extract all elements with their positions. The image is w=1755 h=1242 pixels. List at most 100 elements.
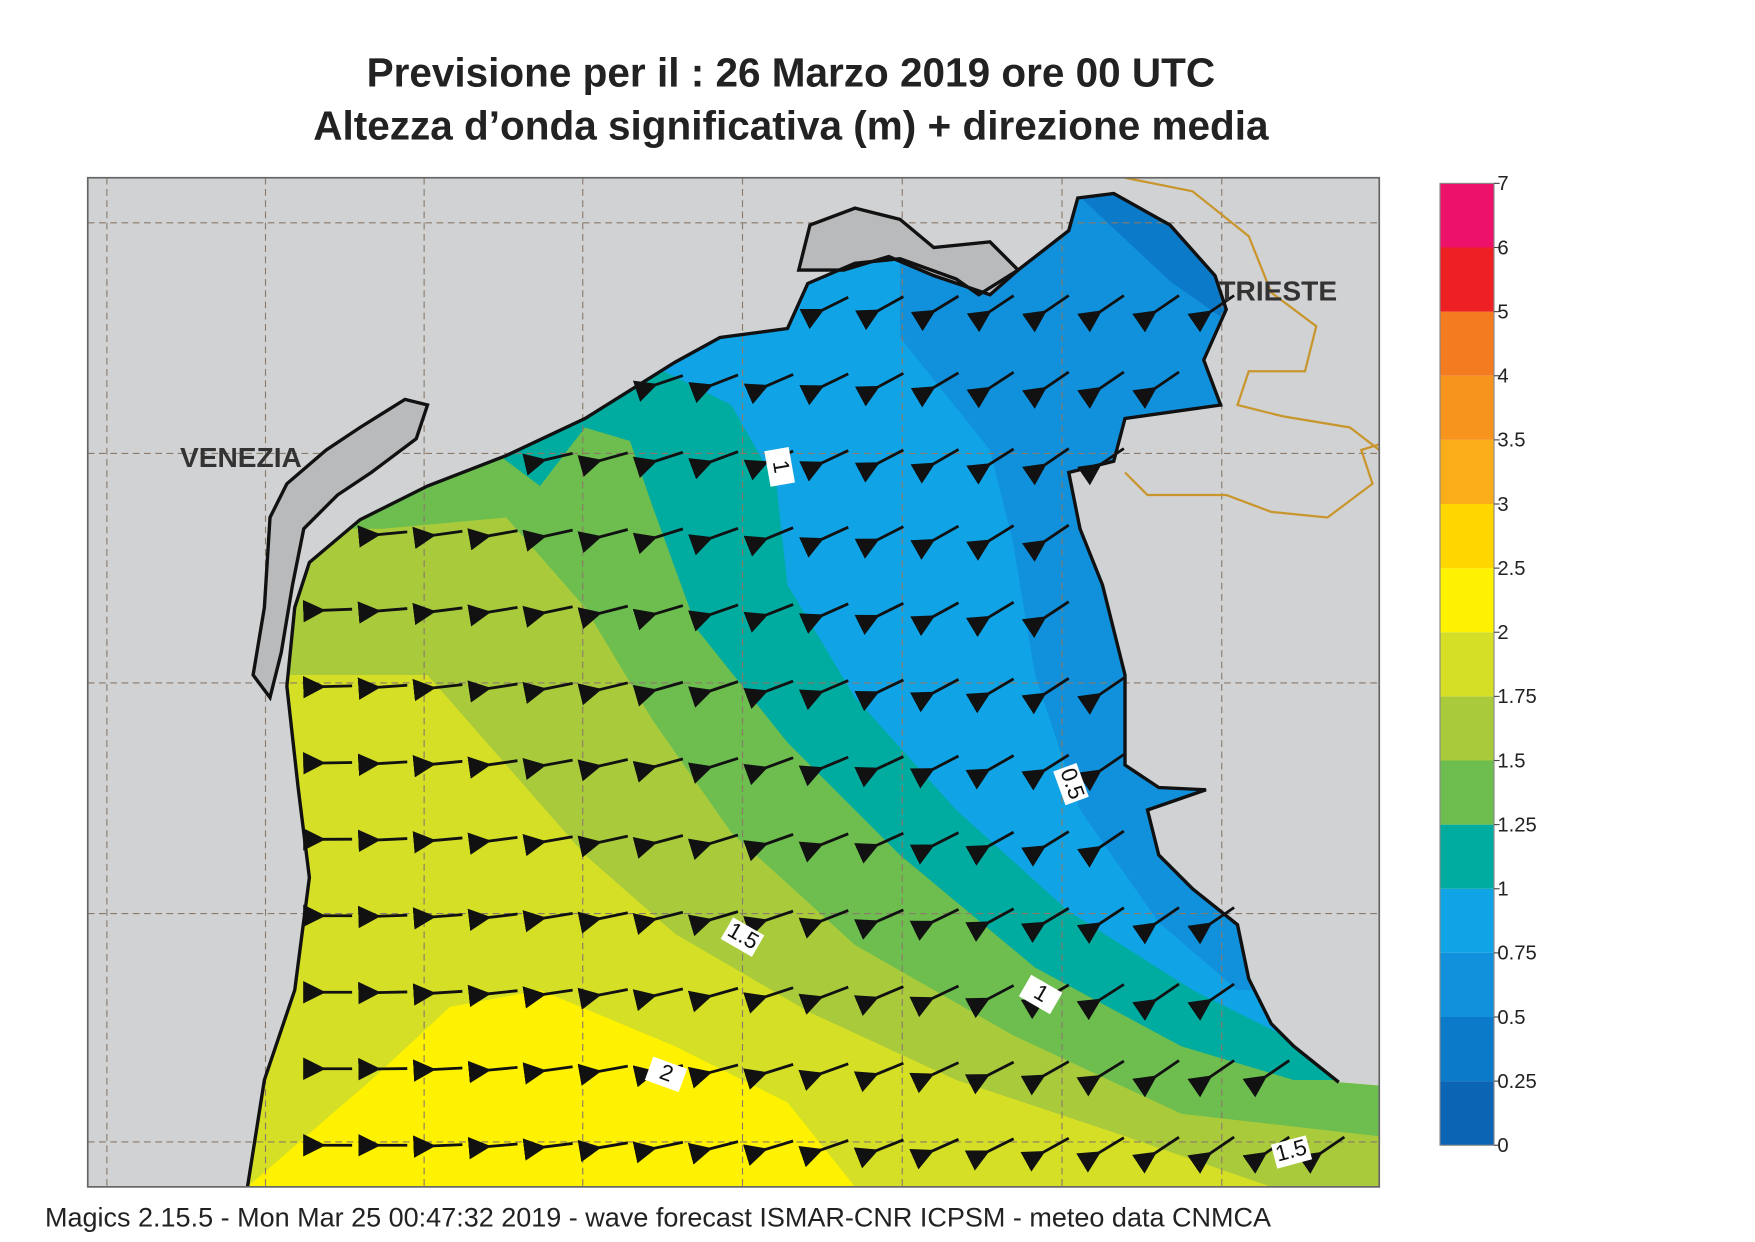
direction-arrow [522, 757, 573, 781]
direction-arrow [1187, 294, 1235, 333]
lagoon [251, 206, 1021, 702]
direction-arrow [854, 525, 905, 559]
colorbar-label: 1.25 [1497, 814, 1536, 836]
colorbar-band [1440, 504, 1494, 569]
direction-arrow [1021, 523, 1070, 562]
direction-arrow [965, 600, 1015, 638]
direction-arrow [798, 679, 849, 711]
direction-arrow [522, 605, 573, 628]
direction-arrow [412, 754, 463, 778]
direction-arrow [743, 1063, 794, 1090]
direction-arrow [357, 601, 408, 624]
border [1124, 177, 1380, 519]
direction-arrow [467, 604, 518, 627]
direction-arrow [1077, 447, 1125, 486]
direction-arrow [743, 986, 794, 1014]
direction-arrow [909, 1138, 960, 1170]
colorbar-band [1440, 632, 1494, 697]
direction-arrow [522, 1062, 573, 1085]
city-label: TRIESTE [1218, 275, 1337, 306]
label-box [1053, 762, 1089, 806]
direction-arrow [1076, 906, 1125, 944]
direction-arrow [965, 830, 1015, 866]
direction-arrow [412, 983, 463, 1006]
direction-arrow [799, 372, 849, 406]
direction-arrow [358, 981, 408, 1005]
direction-arrow [854, 755, 904, 788]
direction-arrow [688, 603, 739, 632]
colorbar-band [1440, 311, 1494, 376]
colorbar-frame [1439, 182, 1495, 1146]
direction-arrow [799, 449, 849, 482]
direction-arrow [743, 373, 794, 405]
colorbar-band [1440, 760, 1494, 825]
direction-arrow [1132, 1059, 1180, 1098]
direction-arrow [687, 833, 739, 861]
direction-arrow [522, 528, 573, 552]
colorbar-label: 2.5 [1497, 558, 1525, 580]
label-box [644, 1056, 688, 1093]
direction-arrow [965, 754, 1015, 790]
direction-arrow [910, 448, 960, 484]
direction-arrow [910, 371, 960, 408]
direction-arrow [1132, 982, 1180, 1021]
colorbar-band [1440, 375, 1494, 440]
direction-arrow [909, 754, 960, 789]
direction-arrow [1077, 294, 1125, 333]
direction-arrow [632, 834, 684, 859]
colorbar-label: 1 [1497, 879, 1508, 901]
colorbar-label: 0.5 [1497, 1007, 1525, 1029]
direction-arrow [577, 681, 629, 706]
direction-arrow [965, 984, 1015, 1019]
direction-arrow [467, 908, 518, 931]
direction-arrow [854, 908, 904, 940]
direction-arrow [743, 756, 794, 786]
direction-arrow [799, 525, 849, 558]
direction-arrow [412, 907, 463, 930]
direction-arrow [909, 984, 960, 1018]
direction-arrow [632, 910, 684, 935]
colorbar-band [1440, 568, 1494, 633]
direction-arrow [302, 675, 353, 699]
coastline [245, 191, 1340, 1187]
direction-arrow [743, 833, 794, 862]
direction-arrow [1242, 1059, 1291, 1098]
direction-arrow [799, 295, 849, 330]
direction-arrow [1020, 1060, 1070, 1096]
direction-arrow [964, 1137, 1015, 1171]
direction-arrow [522, 452, 573, 476]
direction-arrow [577, 604, 629, 630]
colorbar-label: 1.5 [1497, 750, 1525, 772]
contour-label: 1 [764, 446, 795, 487]
colorbar-label: 5 [1497, 301, 1508, 323]
direction-arrow [1076, 829, 1125, 868]
direction-arrow [798, 755, 849, 787]
colorbar-label: 6 [1497, 237, 1508, 259]
direction-arrow [577, 451, 629, 477]
direction-arrow [412, 831, 463, 854]
direction-arrow [854, 831, 904, 864]
direction-arrow [577, 758, 629, 782]
direction-arrow [632, 757, 684, 783]
direction-arrow [743, 603, 794, 633]
direction-arrow [854, 372, 905, 407]
direction-arrow [910, 678, 960, 713]
direction-arrow [412, 1059, 463, 1082]
direction-arrow [965, 677, 1015, 714]
direction-arrow [910, 294, 960, 332]
direction-arrow [1020, 1136, 1070, 1172]
map-frame [86, 176, 1381, 1188]
direction-arrow [522, 681, 573, 704]
direction-arrow [467, 680, 518, 703]
direction-arrow [632, 527, 684, 555]
direction-arrow [688, 450, 739, 480]
direction-arrow [798, 1139, 849, 1168]
direction-arrow [413, 1135, 463, 1158]
direction-arrow [853, 1061, 904, 1093]
direction-arrow [798, 985, 849, 1015]
direction-arrow [522, 910, 573, 933]
direction-arrow [632, 987, 684, 1012]
direction-arrow [798, 832, 849, 863]
direction-arrow [853, 985, 904, 1016]
direction-arrow [909, 831, 960, 865]
